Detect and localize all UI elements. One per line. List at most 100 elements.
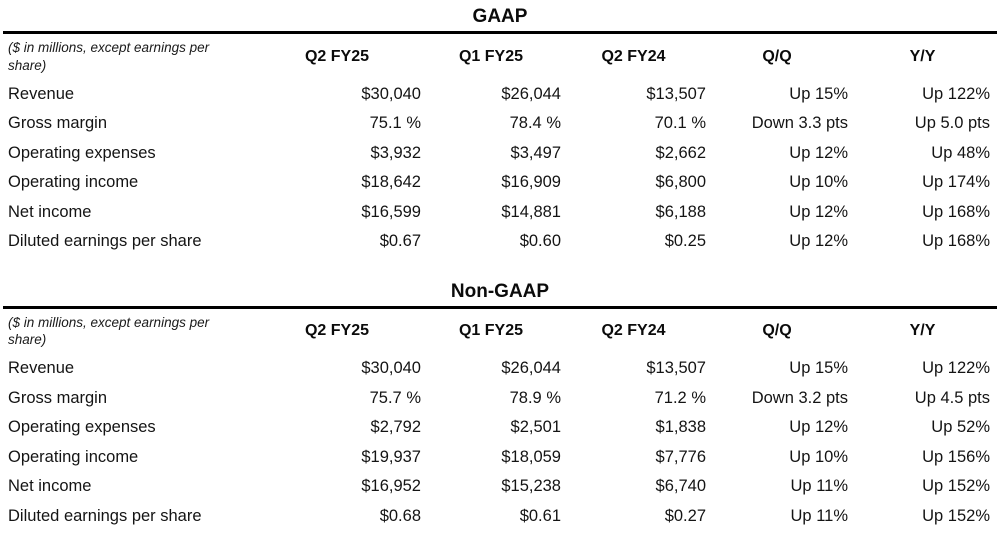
metric-value: $0.67 xyxy=(379,232,421,251)
units-note: ($ in millions, except earnings per shar… xyxy=(8,314,210,348)
table-row-net-income: Net income $16,952 $15,238 $6,740 Up 11%… xyxy=(3,472,997,502)
metric-value: Up 12% xyxy=(789,143,848,162)
metric-value: Up 122% xyxy=(922,84,990,103)
metric-value: $6,188 xyxy=(655,202,706,221)
column-header-qq: Q/Q xyxy=(762,322,792,340)
metric-value: $0.60 xyxy=(519,232,561,251)
table-row-diluted-eps: Diluted earnings per share $0.67 $0.60 $… xyxy=(3,227,997,257)
metric-value: Up 15% xyxy=(789,359,848,378)
metric-value: 75.7 % xyxy=(369,388,421,407)
metric-value: $18,642 xyxy=(361,173,421,192)
metric-value: $16,952 xyxy=(361,477,421,496)
metric-value: 78.4 % xyxy=(509,114,561,133)
metric-value: Up 122% xyxy=(922,359,990,378)
metric-value: $16,909 xyxy=(501,173,561,192)
column-header-q2fy25: Q2 FY25 xyxy=(304,47,370,65)
header-row: ($ in millions, except earnings per shar… xyxy=(3,307,997,354)
financial-summary-page: GAAP ($ in millions, except earnings per… xyxy=(3,6,997,532)
metric-value: $6,800 xyxy=(655,173,706,192)
metric-value: $2,662 xyxy=(655,143,706,162)
metric-label: Operating income xyxy=(8,447,139,466)
metric-value: $3,497 xyxy=(510,143,561,162)
section-title-gaap: GAAP xyxy=(472,6,528,27)
metric-value: $1,838 xyxy=(655,418,706,437)
metric-value: Up 174% xyxy=(922,173,990,192)
metric-value: $0.27 xyxy=(664,506,706,525)
metric-value: Down 3.2 pts xyxy=(751,388,848,407)
metric-value: Up 48% xyxy=(931,143,990,162)
column-header-q1fy25: Q1 FY25 xyxy=(458,322,524,340)
header-row: ($ in millions, except earnings per shar… xyxy=(3,33,997,80)
metric-value: $26,044 xyxy=(501,84,561,103)
metric-label: Operating expenses xyxy=(8,418,156,437)
metric-value: $0.25 xyxy=(664,232,706,251)
table-row-revenue: Revenue $30,040 $26,044 $13,507 Up 15% U… xyxy=(3,354,997,384)
column-header-q2fy24: Q2 FY24 xyxy=(601,47,666,65)
metric-value: Up 10% xyxy=(789,447,848,466)
section-title-non-gaap: Non-GAAP xyxy=(450,280,550,302)
table-row-operating-expenses: Operating expenses $2,792 $2,501 $1,838 … xyxy=(3,413,997,443)
column-header-q1fy25: Q1 FY25 xyxy=(458,47,524,65)
metric-value: $30,040 xyxy=(361,359,421,378)
metric-label: Revenue xyxy=(8,359,75,378)
metric-value: Up 15% xyxy=(789,84,848,103)
column-header-q2fy24: Q2 FY24 xyxy=(601,322,666,340)
metric-value: 71.2 % xyxy=(654,388,706,407)
metric-value: Up 10% xyxy=(789,173,848,192)
metric-label: Revenue xyxy=(8,84,75,103)
metric-value: $19,937 xyxy=(361,447,421,466)
metric-value: Up 12% xyxy=(789,202,848,221)
metric-value: $13,507 xyxy=(646,359,706,378)
metric-value: Up 52% xyxy=(931,418,990,437)
metric-value: $7,776 xyxy=(655,447,706,466)
units-note: ($ in millions, except earnings per shar… xyxy=(8,40,210,73)
metric-value: $2,501 xyxy=(510,418,561,437)
metric-value: Up 11% xyxy=(790,506,848,525)
metric-label: Net income xyxy=(8,202,92,221)
table-row-net-income: Net income $16,599 $14,881 $6,188 Up 12%… xyxy=(3,198,997,228)
metric-value: 75.1 % xyxy=(369,114,421,133)
gaap-section: GAAP ($ in millions, except earnings per… xyxy=(3,6,997,257)
column-header-yy: Y/Y xyxy=(909,322,936,340)
metric-value: $0.61 xyxy=(519,506,561,525)
metric-value: $2,792 xyxy=(370,418,421,437)
metric-value: $16,599 xyxy=(361,202,421,221)
column-header-q2fy25: Q2 FY25 xyxy=(304,322,370,340)
table-row-revenue: Revenue $30,040 $26,044 $13,507 Up 15% U… xyxy=(3,80,997,110)
table-row-operating-expenses: Operating expenses $3,932 $3,497 $2,662 … xyxy=(3,139,997,169)
metric-value: Up 4.5 pts xyxy=(914,388,990,407)
table-row-operating-income: Operating income $19,937 $18,059 $7,776 … xyxy=(3,443,997,473)
metric-value: 70.1 % xyxy=(654,114,706,133)
non-gaap-table: ($ in millions, except earnings per shar… xyxy=(3,305,997,532)
metric-value: $0.68 xyxy=(379,506,421,525)
metric-value: $14,881 xyxy=(501,202,561,221)
metric-value: Up 156% xyxy=(922,447,990,466)
metric-value: $3,932 xyxy=(370,143,421,162)
metric-value: Up 152% xyxy=(922,477,990,496)
metric-value: Down 3.3 pts xyxy=(751,114,848,133)
column-header-qq: Q/Q xyxy=(762,47,792,65)
metric-value: Up 11% xyxy=(790,477,848,496)
table-row-diluted-eps: Diluted earnings per share $0.68 $0.61 $… xyxy=(3,502,997,532)
metric-value: 78.9 % xyxy=(509,388,561,407)
metric-label: Net income xyxy=(8,477,92,496)
metric-value: $18,059 xyxy=(501,447,561,466)
gaap-table: ($ in millions, except earnings per shar… xyxy=(3,31,997,257)
metric-value: Up 12% xyxy=(789,418,848,437)
metric-label: Gross margin xyxy=(8,388,108,407)
metric-label: Diluted earnings per share xyxy=(8,506,202,525)
non-gaap-section: Non-GAAP ($ in millions, except earnings… xyxy=(3,281,997,532)
metric-value: $30,040 xyxy=(361,84,421,103)
metric-value: Up 152% xyxy=(922,506,990,525)
metric-label: Diluted earnings per share xyxy=(8,232,202,251)
metric-value: Up 168% xyxy=(922,202,990,221)
metric-value: Up 5.0 pts xyxy=(914,114,990,133)
metric-value: $15,238 xyxy=(501,477,561,496)
metric-label: Gross margin xyxy=(8,114,108,133)
metric-label: Operating income xyxy=(8,173,139,192)
column-header-yy: Y/Y xyxy=(909,47,936,65)
metric-value: $13,507 xyxy=(646,84,706,103)
metric-value: $26,044 xyxy=(501,359,561,378)
table-row-gross-margin: Gross margin 75.1 % 78.4 % 70.1 % Down 3… xyxy=(3,109,997,139)
metric-value: Up 168% xyxy=(922,232,990,251)
